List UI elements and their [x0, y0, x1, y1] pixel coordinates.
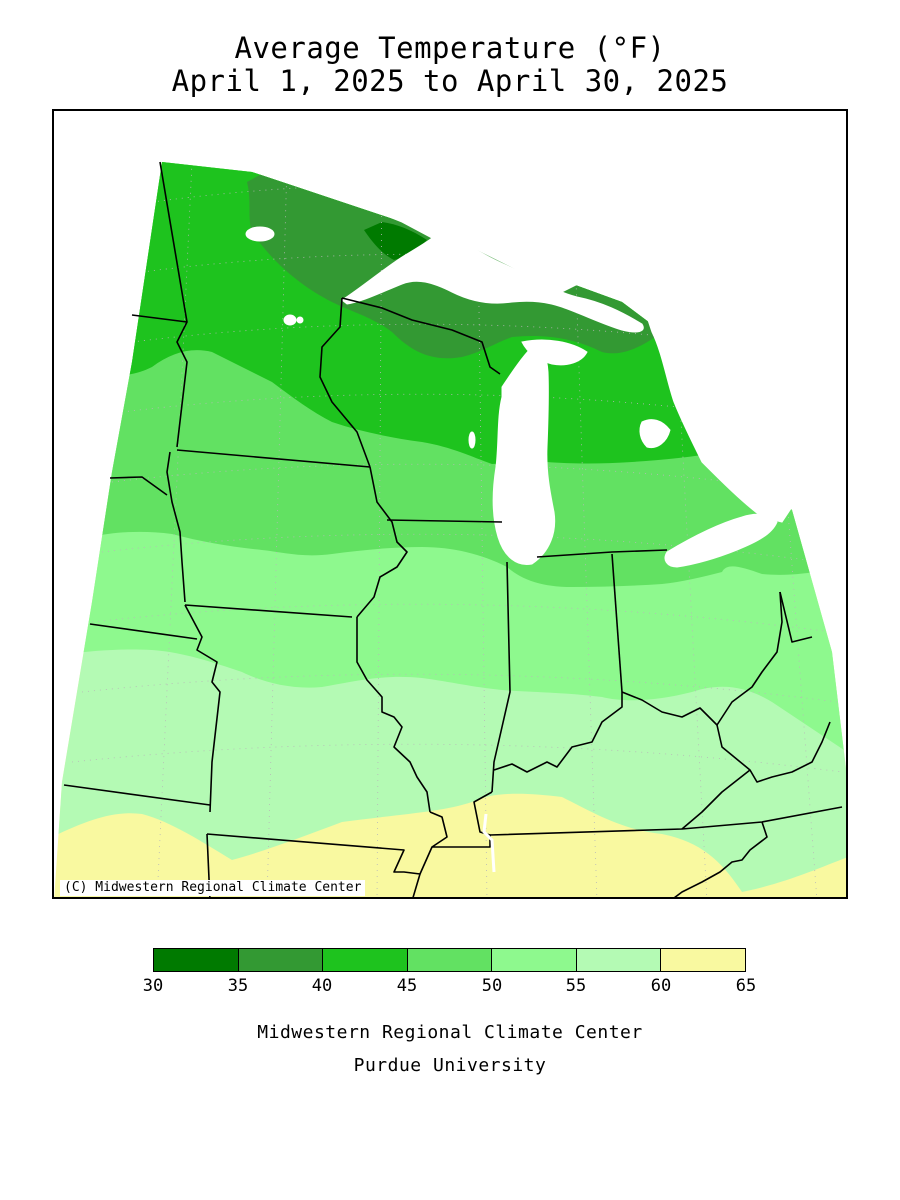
legend-tick: 35	[227, 976, 249, 996]
state-boundaries	[63, 161, 843, 897]
border-minnesota-south	[176, 449, 371, 468]
legend-tick: 60	[650, 976, 672, 996]
border-missouri-north	[184, 604, 221, 813]
border-wisconsin-michigan	[341, 297, 501, 375]
border-indiana-michigan	[536, 549, 668, 558]
legend-swatch-35-40	[238, 949, 324, 971]
legend-tick: 45	[396, 976, 418, 996]
lake-michigan-north	[521, 339, 588, 366]
lake-mille-lacs	[296, 316, 304, 324]
border-nebraska-sd	[109, 476, 168, 496]
border-indiana-ohio	[611, 553, 623, 693]
border-kentucky-west	[429, 791, 493, 848]
border-kentucky-wv	[716, 721, 831, 783]
border-wisconsin-illinois	[386, 519, 503, 523]
map-copyright: (C) Midwestern Regional Climate Center	[60, 880, 366, 896]
legend-tick: 40	[311, 976, 333, 996]
border-iowa-north-west	[166, 451, 186, 603]
legend-swatch-50-55	[492, 949, 577, 971]
map-title: Average Temperature (°F)	[234, 31, 666, 65]
map-frame	[52, 109, 848, 899]
legend-tick: 55	[565, 976, 587, 996]
legend-swatch-55-60	[576, 949, 662, 971]
border-iowa-south	[184, 604, 353, 618]
color-legend	[153, 948, 746, 972]
border-kentucky-tennessee	[489, 806, 843, 836]
saginaw-bay	[639, 419, 671, 449]
legend-swatch-40-45	[323, 949, 408, 971]
legend-swatch-30-35	[154, 949, 239, 971]
legend-tick: 30	[142, 976, 164, 996]
border-sd-nd	[131, 314, 188, 323]
border-minnesota-wisconsin	[319, 297, 371, 468]
lake-huron	[641, 301, 793, 523]
footer-organization: Midwestern Regional Climate Center	[257, 1022, 643, 1043]
northeast-water	[621, 161, 846, 508]
border-indiana-kentucky	[493, 692, 623, 773]
lake-erie-east	[791, 501, 846, 543]
lake-leech	[283, 314, 297, 326]
map-date-range: April 1, 2025 to April 30, 2025	[171, 64, 729, 98]
great-lakes	[245, 161, 846, 568]
band-30-35	[364, 222, 427, 260]
legend-swatch-45-50	[407, 949, 493, 971]
border-ohio-river	[621, 591, 783, 726]
footer-university: Purdue University	[353, 1055, 547, 1076]
legend-tick: 65	[735, 976, 757, 996]
border-kansas-nebraska	[89, 623, 198, 640]
lake-winnebago	[468, 431, 476, 449]
border-tennessee-nc	[674, 821, 768, 897]
border-kentucky-virginia	[681, 769, 751, 830]
border-iowa-east	[356, 466, 408, 618]
border-illinois-indiana	[491, 561, 511, 793]
border-missouri-south	[206, 833, 421, 897]
river-detail	[482, 813, 496, 873]
legend-swatch-60-65	[661, 949, 746, 971]
border-ohio-east	[779, 591, 813, 643]
temperature-map	[54, 161, 846, 897]
legend-tick: 50	[481, 976, 503, 996]
border-missouri-tn	[419, 846, 433, 875]
lake-red	[245, 226, 275, 242]
north-water	[251, 161, 704, 293]
border-minnesota-west	[159, 161, 188, 448]
border-kansas-oklahoma	[63, 784, 211, 806]
border-illinois-west	[356, 617, 431, 813]
lake-erie	[664, 513, 778, 568]
